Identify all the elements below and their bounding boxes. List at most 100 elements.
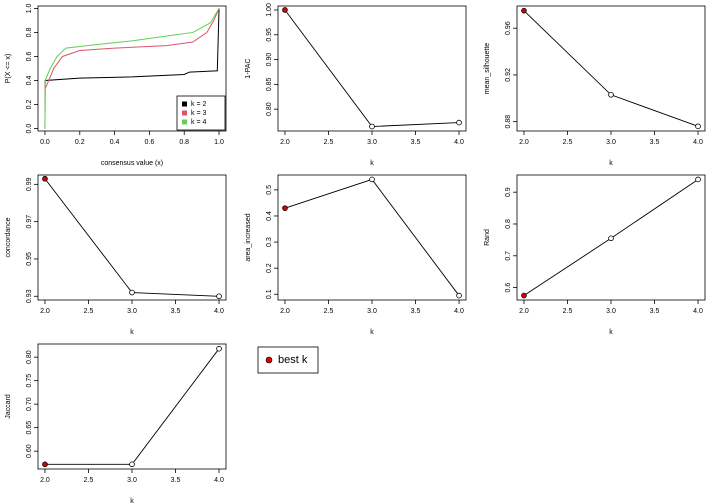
point	[282, 7, 288, 13]
y-tick-label: 0.75	[26, 374, 33, 388]
panel: 0.0 0.2 0.4 0.6 0.8 1.0 0.0 0.2 0.4 0.6 0.8 1.0 cons…	[5, 3, 227, 167]
y-tick-label: 0.2	[26, 100, 33, 110]
x-tick-label: 3.0	[367, 139, 377, 146]
line	[44, 348, 220, 465]
x-axis-label: k	[370, 160, 374, 167]
plot-box	[516, 5, 706, 132]
legend-label: k = 3	[191, 110, 206, 117]
x-tick-label: 3.5	[411, 139, 421, 146]
line	[523, 10, 699, 127]
y-tick-label: 0.8	[505, 219, 512, 229]
y-tick-label: 0.95	[266, 28, 273, 42]
x-tick-label: 2.5	[563, 139, 573, 146]
line	[44, 178, 220, 297]
y-tick-label: 0.88	[505, 115, 512, 129]
point	[456, 119, 462, 126]
y-tick-label: 0.0	[26, 124, 33, 134]
y-tick-label: 0.96	[505, 21, 512, 35]
point	[216, 293, 222, 300]
y-tick-label: 0.97	[26, 215, 33, 229]
y-tick-label: 0.8	[26, 27, 33, 37]
panel: 2.0 2.5 3.0 3.5 4.0 0.80 0.85 0.90 0.95 1.00 k 1-PA…	[245, 3, 467, 167]
x-tick-label: 3.5	[650, 139, 660, 146]
x-tick-label: 1.0	[214, 139, 224, 146]
y-axis-label: Jaccard	[5, 394, 12, 419]
x-axis-label: k	[609, 160, 613, 167]
x-tick-label: 2.5	[324, 308, 334, 315]
legend-swatch	[182, 101, 187, 107]
point	[129, 461, 135, 468]
plot-box	[37, 343, 227, 470]
panel: 2.0 2.5 3.0 3.5 4.0 0.6 0.7 0.8 0.9 k Rand	[484, 174, 706, 336]
x-axis-label: k	[370, 329, 374, 336]
x-tick-label: 0.6	[145, 139, 155, 146]
x-tick-label: 2.0	[519, 139, 529, 146]
y-tick-label: 0.4	[266, 211, 273, 221]
x-tick-label: 3.0	[606, 139, 616, 146]
x-tick-label: 2.5	[84, 477, 94, 484]
x-tick-label: 2.0	[280, 139, 290, 146]
x-tick-label: 4.0	[693, 308, 703, 315]
x-axis-label: consensus value (x)	[101, 160, 163, 167]
x-tick-label: 3.5	[650, 308, 660, 315]
point	[608, 235, 614, 242]
y-tick-label: 0.5	[266, 185, 273, 195]
x-tick-label: 2.0	[280, 308, 290, 315]
x-tick-label: 3.0	[127, 308, 137, 315]
y-tick-label: 0.99	[26, 177, 33, 191]
y-axis-label: 1-PAC	[245, 58, 252, 78]
x-axis-label: k	[130, 329, 134, 336]
y-tick-label: 0.80	[26, 350, 33, 364]
x-tick-label: 3.0	[367, 308, 377, 315]
x-tick-label: 3.0	[127, 477, 137, 484]
y-axis-label: area_increased	[245, 213, 252, 261]
y-tick-label: 0.60	[26, 444, 33, 458]
y-tick-label: 0.6	[505, 283, 512, 293]
y-axis-label: P(X <= x)	[5, 54, 12, 84]
point	[216, 345, 222, 352]
line	[284, 178, 460, 296]
point	[42, 175, 48, 182]
panel: 2.0 2.5 3.0 3.5 4.0 0.1 0.2 0.3 0.4 0.5 k area_incr…	[245, 174, 467, 336]
x-tick-label: 4.0	[214, 308, 224, 315]
plot-box	[277, 174, 467, 301]
legend-label: k = 4	[191, 119, 206, 126]
point	[521, 7, 527, 14]
x-tick-label: 4.0	[214, 477, 224, 484]
x-tick-label: 2.5	[563, 308, 573, 315]
x-tick-label: 2.0	[519, 308, 529, 315]
y-tick-label: 0.93	[26, 289, 33, 303]
plot-box	[277, 5, 467, 132]
x-tick-label: 4.0	[454, 308, 464, 315]
x-tick-label: 4.0	[454, 139, 464, 146]
y-tick-label: 0.2	[266, 263, 273, 273]
x-tick-label: 3.5	[171, 308, 181, 315]
point	[42, 461, 48, 468]
legend-swatch	[182, 110, 187, 116]
y-tick-label: 0.1	[266, 289, 273, 299]
x-tick-label: 2.5	[84, 308, 94, 315]
x-tick-label: 3.0	[606, 308, 616, 315]
point	[369, 123, 375, 130]
point	[695, 123, 701, 130]
point	[608, 91, 614, 98]
y-axis-label: mean_silhouette	[484, 43, 491, 94]
panel: 2.0 2.5 3.0 3.5 4.0 0.93 0.95 0.97 0.99 k concorda…	[5, 174, 227, 336]
point	[456, 292, 462, 299]
x-tick-label: 0.0	[40, 139, 50, 146]
y-tick-label: 0.6	[26, 52, 33, 62]
x-tick-label: 0.4	[110, 139, 120, 146]
point	[282, 205, 288, 211]
point	[695, 176, 701, 183]
ecdf-line	[44, 8, 220, 129]
x-tick-label: 3.5	[411, 308, 421, 315]
point	[129, 289, 135, 296]
x-axis-label: k	[609, 329, 613, 336]
y-tick-label: 1.00	[266, 3, 273, 17]
legend-swatch	[182, 119, 187, 125]
y-tick-label: 0.90	[266, 53, 273, 67]
plot-box	[37, 5, 227, 132]
panel: 2.0 2.5 3.0 3.5 4.0 0.88 0.92 0.96 k mean_silhoue…	[484, 5, 706, 167]
line	[284, 9, 460, 127]
